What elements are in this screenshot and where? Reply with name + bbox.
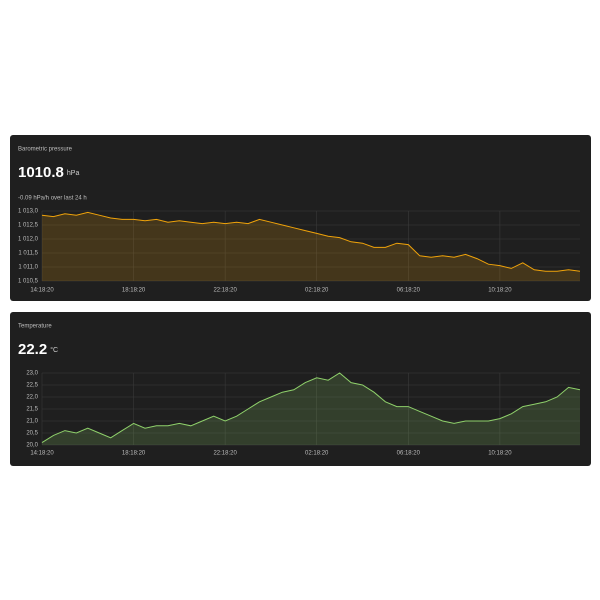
x-tick-label: 22:18:20 bbox=[213, 451, 237, 457]
area-fill bbox=[42, 373, 580, 445]
y-tick-label: 1 013,0 bbox=[18, 209, 39, 215]
card-title: Barometric pressure bbox=[18, 147, 73, 153]
y-tick-label: 22,0 bbox=[26, 395, 38, 401]
x-tick-label: 10:18:20 bbox=[488, 451, 512, 457]
x-tick-label: 06:18:20 bbox=[397, 288, 421, 294]
y-tick-label: 20,5 bbox=[26, 431, 38, 437]
y-tick-label: 21,0 bbox=[26, 419, 38, 425]
line bbox=[41, 372, 581, 444]
unit: °C bbox=[50, 346, 58, 354]
y-tick-label: 20,0 bbox=[26, 443, 38, 449]
current-value: 22.2 bbox=[18, 341, 47, 358]
y-tick-label: 1 011,0 bbox=[18, 265, 38, 271]
card-title: Temperature bbox=[18, 324, 52, 330]
current-reading: 1010.8 hPa bbox=[18, 164, 79, 181]
line bbox=[41, 211, 581, 272]
y-tick-label: 21,5 bbox=[26, 407, 38, 413]
y-tick-label: 1 012,0 bbox=[18, 237, 39, 243]
card-background bbox=[10, 135, 591, 301]
y-tick-label: 1 012,5 bbox=[18, 223, 39, 229]
x-tick-label: 18:18:20 bbox=[122, 451, 146, 457]
card: Temperature 22.2 °C 20,0 20,5 21,0 21,5 22,0 22,… bbox=[10, 312, 591, 466]
y-tick-label: 1 011,5 bbox=[18, 251, 38, 257]
x-tick-label: 22:18:20 bbox=[213, 288, 237, 294]
area-fill bbox=[42, 212, 580, 281]
x-tick-label: 14:18:20 bbox=[30, 288, 54, 294]
x-tick-label: 18:18:20 bbox=[122, 288, 146, 294]
unit: hPa bbox=[67, 170, 80, 177]
x-tick-label: 02:18:20 bbox=[305, 288, 329, 294]
current-value: 1010.8 bbox=[18, 164, 64, 181]
x-tick-label: 14:18:20 bbox=[30, 451, 54, 457]
y-tick-label: 23,0 bbox=[26, 371, 38, 377]
x-tick-label: 06:18:20 bbox=[397, 451, 421, 457]
card: Barometric pressure 1010.8 hPa -0.09 hPa/h … bbox=[10, 135, 591, 301]
card-background bbox=[10, 312, 591, 466]
trend-text: -0.09 hPa/h over last 24 h bbox=[18, 196, 87, 202]
y-tick-label: 22,5 bbox=[26, 383, 38, 389]
x-tick-label: 10:18:20 bbox=[488, 288, 512, 294]
y-tick-label: 1 010,5 bbox=[18, 279, 39, 285]
current-reading: 22.2 °C bbox=[18, 341, 58, 358]
x-tick-label: 02:18:20 bbox=[305, 451, 329, 457]
